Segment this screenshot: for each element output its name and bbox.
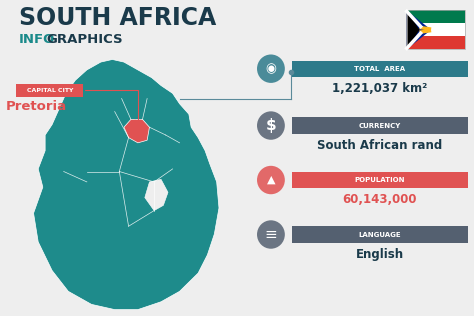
Text: TOTAL  AREA: TOTAL AREA [355, 66, 405, 72]
Text: ≡: ≡ [264, 227, 277, 242]
Circle shape [257, 166, 285, 194]
Text: LANGUAGE: LANGUAGE [358, 232, 401, 238]
Circle shape [257, 54, 285, 83]
Circle shape [257, 111, 285, 140]
Text: English: English [356, 248, 404, 261]
Text: Pretoria: Pretoria [5, 100, 66, 113]
Polygon shape [34, 59, 219, 310]
Text: ◉: ◉ [265, 62, 276, 75]
Text: SOUTH AFRICA: SOUTH AFRICA [18, 6, 216, 30]
Polygon shape [407, 10, 419, 49]
Text: POPULATION: POPULATION [355, 177, 405, 183]
FancyBboxPatch shape [292, 227, 468, 243]
Bar [407, 36, 465, 49]
Text: GRAPHICS: GRAPHICS [46, 33, 123, 46]
Text: CAPITAL CITY: CAPITAL CITY [27, 88, 73, 93]
Polygon shape [145, 179, 168, 210]
Text: 1,221,037 km²: 1,221,037 km² [332, 82, 428, 95]
FancyBboxPatch shape [17, 84, 83, 97]
Text: INFO: INFO [18, 33, 55, 46]
Text: ▲: ▲ [267, 175, 275, 185]
Text: CURRENCY: CURRENCY [359, 123, 401, 129]
Text: 60,143,000: 60,143,000 [343, 193, 417, 206]
Bar [407, 23, 465, 36]
FancyBboxPatch shape [292, 172, 468, 188]
Polygon shape [124, 119, 149, 143]
Text: $: $ [265, 118, 276, 133]
Polygon shape [407, 10, 431, 49]
Circle shape [257, 220, 285, 249]
FancyBboxPatch shape [292, 118, 468, 134]
Text: South African rand: South African rand [317, 139, 443, 152]
FancyBboxPatch shape [292, 61, 468, 77]
Bar [407, 10, 465, 49]
Bar [407, 10, 465, 23]
